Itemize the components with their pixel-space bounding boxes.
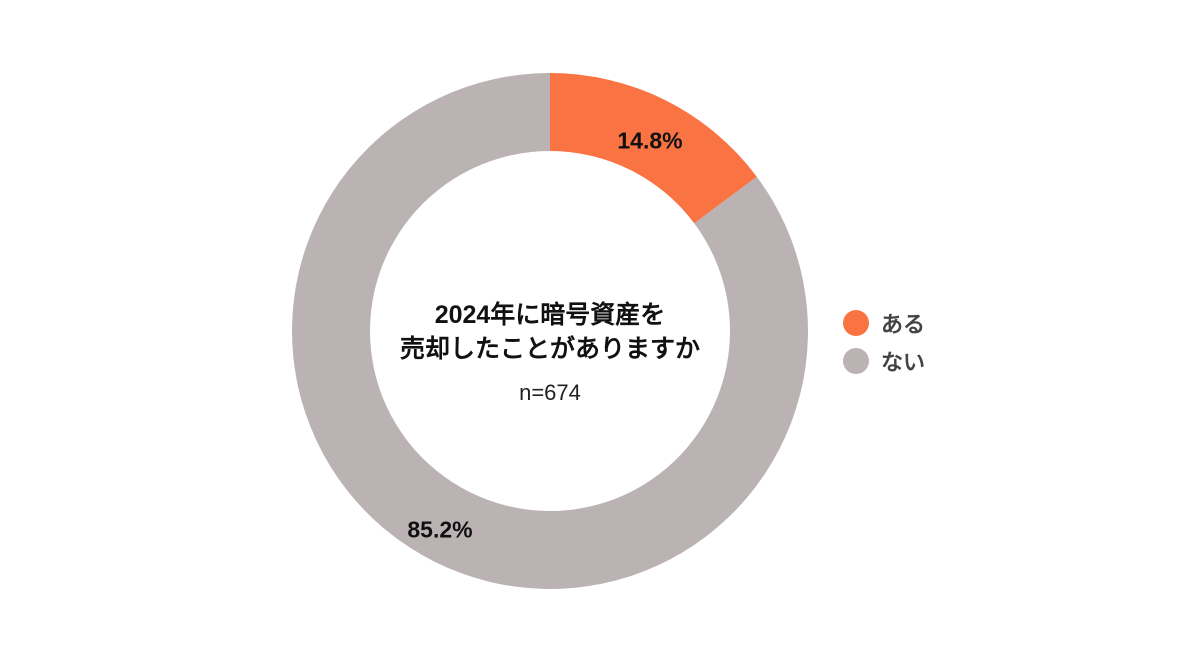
data-label-nai: 85.2% xyxy=(407,516,473,543)
legend-swatch-icon xyxy=(843,310,869,336)
chart-title: 2024年に暗号資産を 売却したことがありますか xyxy=(350,298,750,366)
legend: ある ない xyxy=(843,304,925,380)
donut-slice-1[interactable] xyxy=(292,73,809,589)
donut-slice-0[interactable] xyxy=(550,73,757,224)
data-label-aru: 14.8% xyxy=(617,127,683,154)
sample-size: n=674 xyxy=(519,380,581,405)
legend-item-nai[interactable]: ない xyxy=(843,342,925,380)
donut-slices xyxy=(292,73,809,589)
legend-label: ない xyxy=(881,350,926,375)
legend-swatch-icon xyxy=(843,348,869,374)
chart-title-line-1: 2024年に暗号資産を xyxy=(434,301,666,329)
legend-label: ある xyxy=(881,312,926,337)
legend-item-aru[interactable]: ある xyxy=(843,304,925,342)
chart-title-line-2: 売却したことがありますか xyxy=(399,335,700,363)
